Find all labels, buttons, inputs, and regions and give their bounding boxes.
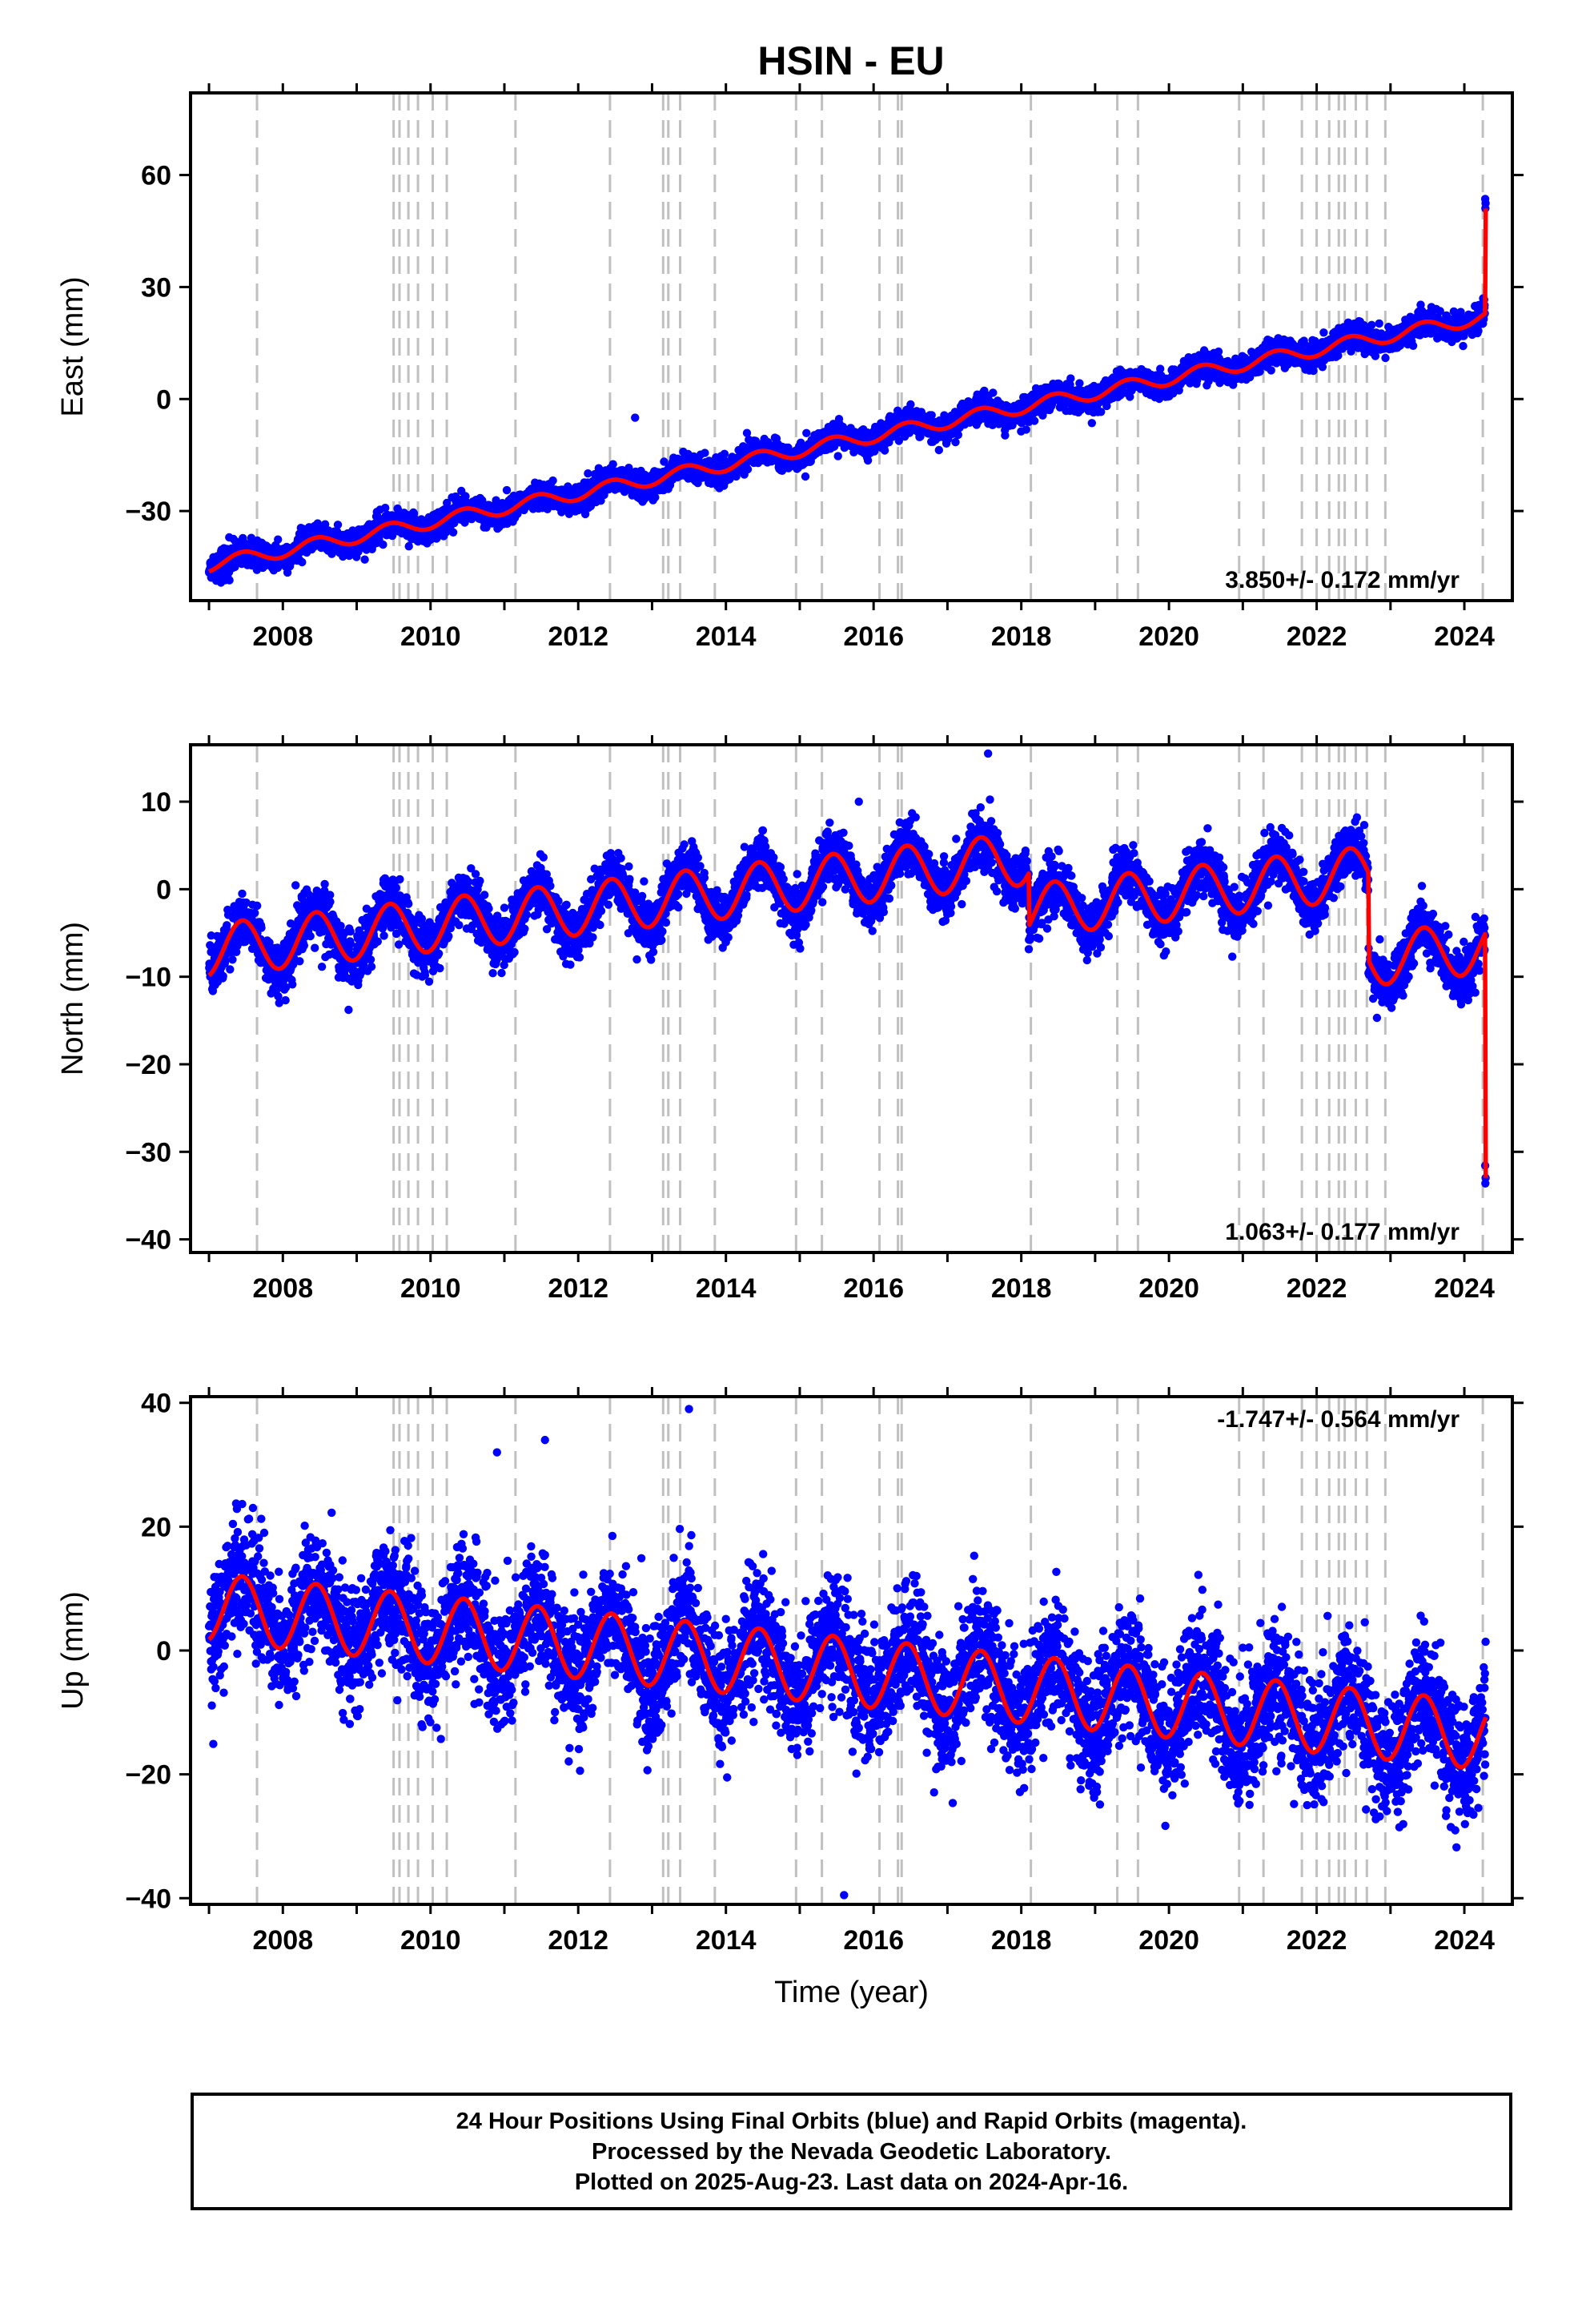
east-position-point — [720, 449, 729, 458]
east-position-point — [701, 448, 709, 457]
east-position-point — [1267, 366, 1275, 375]
east-position-point — [1001, 431, 1010, 440]
east-position-point — [934, 445, 944, 455]
east-position-point — [801, 472, 810, 481]
panel-east: 2008 2010 2012 2014 2016 2018 2020 2022 2024−300… — [56, 83, 1524, 652]
east-position-point — [954, 430, 963, 440]
east-position-point — [448, 528, 458, 537]
east-position-point — [478, 496, 487, 505]
east-position-point — [1022, 425, 1030, 434]
east-position-point — [880, 446, 889, 455]
east-position-point — [320, 520, 330, 529]
east-position-point — [274, 535, 283, 544]
east-position-point — [379, 540, 387, 549]
east-position-point — [608, 460, 617, 468]
east-position-point — [1066, 374, 1075, 383]
east-position-point — [339, 552, 347, 561]
east-position-point — [833, 452, 842, 460]
east-position-point — [1075, 379, 1084, 388]
east-position-point — [404, 542, 413, 551]
east-position-point — [802, 428, 811, 437]
east-position-points — [204, 195, 1490, 587]
east-position-point — [1030, 416, 1039, 425]
east-position-point — [863, 456, 873, 465]
east-position-point — [360, 555, 369, 564]
east-position-point — [298, 557, 307, 567]
east-position-point — [906, 400, 915, 409]
east-plot-area — [204, 195, 1490, 587]
east-position-point — [1087, 419, 1097, 428]
east-position-point — [333, 521, 343, 529]
east-position-point — [548, 476, 557, 485]
east-position-point — [989, 388, 998, 397]
east-position-point — [381, 504, 390, 513]
east-position-point — [951, 437, 960, 447]
east-position-point — [743, 464, 753, 474]
east-position-point — [916, 432, 925, 441]
east-position-point — [502, 485, 512, 495]
east-position-point — [225, 576, 234, 585]
chart-title: HSIN - EU — [757, 38, 944, 83]
